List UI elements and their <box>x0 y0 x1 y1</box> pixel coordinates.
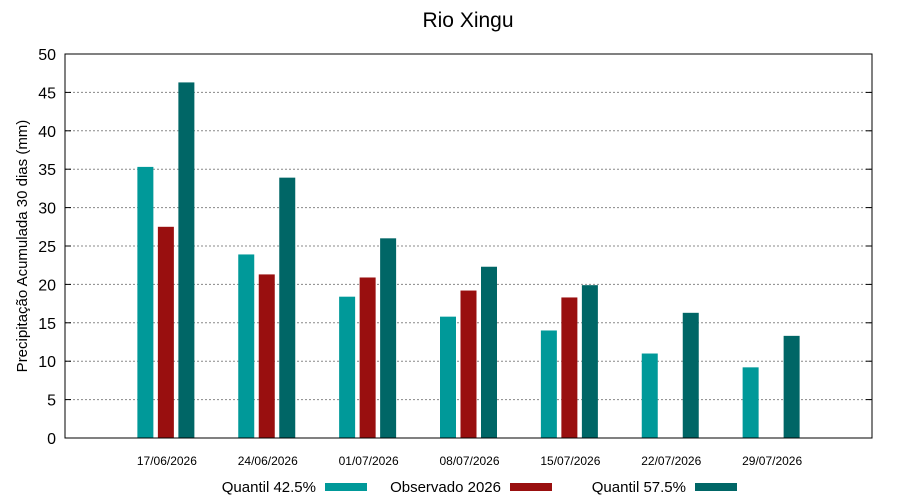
bar-observado-2026 <box>258 274 275 438</box>
legend-swatch <box>695 483 737 491</box>
bar-quantil-57-5 <box>581 285 598 438</box>
legend-swatch <box>325 483 367 491</box>
y-tick-label: 10 <box>38 354 56 371</box>
legend-label: Observado 2026 <box>390 479 501 496</box>
bar-observado-2026 <box>561 297 578 438</box>
bar-quantil-57-5 <box>481 266 497 438</box>
x-tick-label: 24/06/2026 <box>238 454 298 468</box>
bar-quantil-57-5 <box>682 312 699 438</box>
x-tick-label: 08/07/2026 <box>439 454 499 468</box>
bar-observado-2026 <box>157 226 174 438</box>
y-tick-label: 0 <box>47 431 56 448</box>
y-tick-label: 20 <box>38 277 56 294</box>
y-axis-label: Precipitação Acumulada 30 dias (mm) <box>14 120 31 373</box>
x-tick-label: 22/07/2026 <box>641 454 701 468</box>
y-tick-label: 30 <box>38 201 56 218</box>
y-axis-ticks: 0 5 10 15 20 25 30 35 40 45 50 <box>38 47 872 448</box>
bar-quantil-42-5 <box>339 296 356 438</box>
y-tick-label: 40 <box>38 124 56 141</box>
x-axis-ticks: 17/06/2026 24/06/2026 01/07/2026 08/07/2026… <box>137 454 803 468</box>
chart-title: Rio Xingu <box>422 9 513 32</box>
bar-observado-2026 <box>460 290 477 438</box>
x-tick-label: 15/07/2026 <box>540 454 600 468</box>
bar-quantil-57-5 <box>783 335 800 438</box>
y-tick-label: 45 <box>38 85 56 102</box>
gridlines <box>65 91 872 401</box>
bars <box>137 82 800 438</box>
y-tick-label: 25 <box>38 239 56 256</box>
bar-quantil-57-5 <box>380 238 397 438</box>
bar-quantil-42-5 <box>742 367 759 438</box>
x-tick-label: 17/06/2026 <box>137 454 197 468</box>
bar-observado-2026 <box>359 277 376 438</box>
y-tick-label: 50 <box>38 47 56 64</box>
y-tick-label: 35 <box>38 162 56 179</box>
bar-quantil-42-5 <box>540 330 557 438</box>
legend-label: Quantil 42.5% <box>222 479 316 496</box>
legend-swatch <box>510 483 552 491</box>
bar-quantil-57-5 <box>279 177 296 438</box>
legend: Quantil 42.5% Observado 2026 Quantil 57.5% <box>222 479 737 496</box>
bar-quantil-42-5 <box>440 316 456 438</box>
y-tick-label: 15 <box>38 316 56 333</box>
x-tick-label: 29/07/2026 <box>742 454 802 468</box>
bar-quantil-57-5 <box>178 82 195 438</box>
bar-quantil-42-5 <box>238 254 255 438</box>
legend-label: Quantil 57.5% <box>592 479 686 496</box>
x-tick-label: 01/07/2026 <box>339 454 399 468</box>
bar-quantil-42-5 <box>641 353 658 438</box>
y-tick-label: 5 <box>47 393 56 410</box>
bar-quantil-42-5 <box>137 166 154 438</box>
